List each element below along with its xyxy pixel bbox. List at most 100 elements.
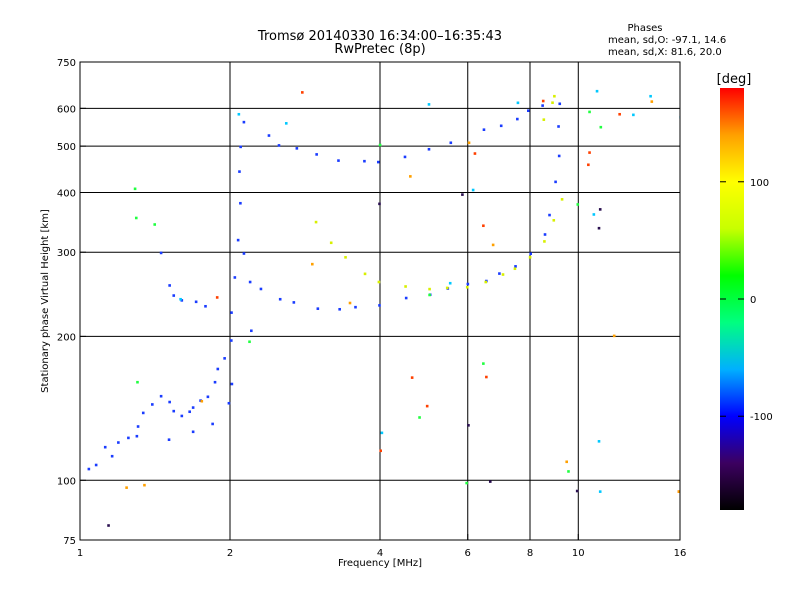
data-point [136,380,139,384]
data-point [599,125,603,129]
data-point [404,285,407,288]
data-point [248,340,251,344]
data-point [259,287,263,291]
data-point [612,334,616,338]
data-point [491,243,495,247]
chart-title: Tromsø 20140330 16:34:00–16:35:43 [257,29,502,44]
data-point [404,296,408,300]
data-point [250,329,253,333]
data-point [191,430,195,434]
data-point [94,463,98,467]
data-point [548,213,551,217]
data-point [595,89,599,93]
colorbar-tick-label: -100 [750,412,773,423]
data-point [567,470,570,473]
data-point [377,280,381,284]
data-point [141,411,145,415]
data-point [248,280,252,284]
data-point [554,180,557,184]
data-point [488,480,492,483]
data-point [541,104,544,107]
y-tick-labels: 75 100 200 300 400 500 600 750 [57,58,86,547]
data-point [242,252,246,255]
y-tick-label: 750 [57,58,76,69]
chart-subtitle: RwPretec (8p) [334,42,425,57]
data-point [378,304,381,307]
data-point [172,409,176,413]
data-point [87,467,91,471]
data-point [484,280,488,284]
data-point [125,486,128,489]
data-point [316,307,320,310]
data-point [552,219,556,222]
data-point [543,233,547,236]
data-point [135,434,139,438]
data-point [238,170,241,173]
data-point [403,155,407,159]
data-point [529,252,532,256]
data-point [213,380,217,384]
phase-mean-o: mean, sd,O: -97.1, 14.6 [608,35,726,46]
y-tick-label: 600 [57,104,76,115]
colorbar-tick-label: 0 [750,295,756,306]
data-point [632,113,635,117]
data-point [482,362,485,365]
data-point [191,406,195,409]
data-point [153,223,157,226]
data-point [516,117,519,121]
data-point [409,175,412,178]
data-point [143,483,146,487]
data-point [681,368,684,371]
data-point [167,438,171,441]
data-point [473,152,477,155]
data-point [516,101,520,105]
data-point [418,416,421,419]
data-point [117,441,120,444]
data-point [598,208,602,211]
data-point [449,141,453,145]
data-point [528,256,532,259]
data-point [314,220,318,224]
data-point [103,445,107,449]
y-tick-label: 75 [63,536,76,547]
data-point [542,118,546,121]
data-point [301,91,304,94]
data-point [277,144,281,147]
data-point [337,159,340,162]
data-point [363,159,366,163]
data-point [541,99,545,103]
data-point [557,125,560,128]
data-point [216,367,220,371]
x-axis-label: Frequency [MHz] [338,558,422,569]
x-tick-label: 6 [465,548,471,559]
data-point [230,382,234,386]
data-point [133,187,137,191]
data-point [482,224,485,228]
data-point [575,489,579,493]
data-point [485,375,488,379]
data-point [168,400,171,404]
data-point [292,301,296,304]
phase-mean-x: mean, sd,X: 81.6, 20.0 [608,47,722,58]
colorbar-ticks: 100 0 -100 [720,178,773,423]
data-point [425,404,429,408]
data-point [267,134,271,137]
x-tick-label: 8 [527,548,533,559]
data-point [513,267,517,271]
data-point [338,307,341,311]
data-point [598,490,602,493]
data-point [597,226,601,230]
data-point [204,304,207,308]
data-point [237,112,241,116]
data-point [467,424,470,427]
data-point [188,410,191,414]
data-point [467,141,471,145]
data-point [230,311,233,314]
data-point [466,282,470,286]
data-point [236,238,240,242]
data-point [107,524,110,527]
data-point [363,272,367,276]
y-tick-label: 500 [57,142,76,153]
y-axis-label: Stationary phase Virtual Height [km] [40,209,51,393]
